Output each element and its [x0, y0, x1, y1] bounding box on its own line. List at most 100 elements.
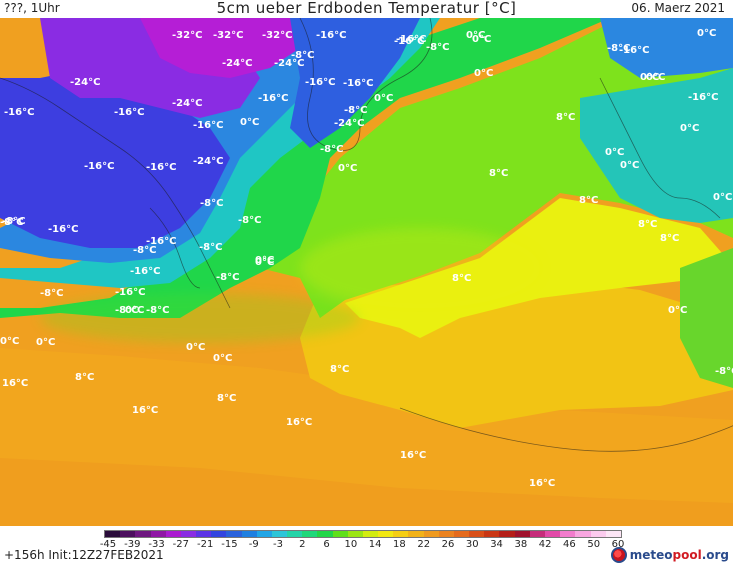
- temperature-label: -16°C: [115, 287, 145, 298]
- temperature-label: -8°C: [115, 305, 138, 316]
- colorbar-tick-label: -3: [273, 539, 283, 550]
- colorbar-segment: [529, 531, 545, 537]
- map-title: 5cm ueber Erdboden Temperatur [°C]: [216, 0, 517, 17]
- colorbar-segment: [590, 531, 606, 537]
- colorbar-segment: [165, 531, 181, 537]
- temperature-label: -8°C: [146, 305, 169, 316]
- temperature-label: 8°C: [452, 273, 471, 284]
- temperature-label: 8°C: [660, 233, 679, 244]
- zone-northeast: [580, 68, 733, 223]
- colorbar-tick-label: -15: [221, 539, 238, 550]
- zone-east-edge: [680, 248, 733, 388]
- temperature-label: -8°C: [320, 144, 343, 155]
- temperature-label: 0°C: [213, 353, 232, 364]
- init-time-label: +156h Init:12Z27FEB2021: [4, 548, 164, 562]
- colorbar-segment: [256, 531, 272, 537]
- temperature-label: 8°C: [75, 372, 94, 383]
- temperature-label: -24°C: [193, 156, 223, 167]
- coastline-scandinavia: [599, 77, 721, 219]
- coastline-greenland: [299, 18, 433, 151]
- colorbar-segment: [226, 531, 242, 537]
- colorbar-segment: [484, 531, 500, 537]
- blend-overlay: [40, 228, 540, 343]
- temperature-label: 0°C: [466, 30, 485, 41]
- temperature-label: -8°C: [344, 105, 367, 116]
- colorbar-tick-label: -45: [99, 539, 117, 550]
- temperature-label: 8°C: [556, 112, 575, 123]
- temperature-label: -32°C: [262, 30, 292, 41]
- temperature-label: -16°C: [130, 266, 160, 277]
- colorbar-segment: [241, 531, 257, 537]
- colorbar-segment: [180, 531, 197, 537]
- zone-deep-blue: [0, 68, 230, 248]
- temperature-label: -16°C: [396, 34, 426, 45]
- temperature-label: 0°C: [255, 255, 274, 266]
- temperature-label: 0°C: [255, 257, 274, 268]
- temperature-label: 8°C: [217, 393, 236, 404]
- temperature-label: -16°C: [305, 77, 335, 88]
- zone-green: [0, 18, 610, 318]
- temperature-label: 16°C: [400, 450, 426, 461]
- colorbar-segment: [514, 531, 530, 537]
- zone-magenta: [140, 18, 310, 78]
- colorbar-tick-label: 38: [514, 539, 528, 550]
- colorbar-tick-label: 26: [441, 539, 455, 550]
- temperature-label: 16°C: [2, 378, 28, 389]
- temperature-label: 16°C: [286, 417, 312, 428]
- colorbar-segment: [453, 531, 470, 537]
- temperature-label: -16°C: [4, 107, 34, 118]
- colorbar-segment: [469, 531, 485, 537]
- temperature-map: -32°C -32°C -32°C -16°C-24°C -24°C-8°C-24°C -…: [0, 18, 733, 526]
- temperature-label: 0°C: [640, 72, 659, 83]
- colorbar-segment: [135, 531, 151, 537]
- colorbar-segment: [544, 531, 561, 537]
- coastlines: [0, 18, 733, 452]
- colorbar-tick-label: 50: [587, 539, 601, 550]
- colorbar-tick-label: -9: [248, 539, 259, 550]
- colorbar-tick-label: 42: [538, 539, 552, 550]
- temperature-label: -16°C: [146, 162, 176, 173]
- meteopool-logo-text: meteopool.org: [629, 548, 729, 562]
- colorbar-tick-label: -27: [172, 539, 190, 550]
- temperature-label: -16°C: [343, 78, 373, 89]
- colorbar-segment: [302, 531, 318, 537]
- colorbar-segment: [150, 531, 166, 537]
- temperature-label: -32°C: [213, 30, 243, 41]
- temperature-label: -16°C: [193, 120, 223, 131]
- temperature-label: 0°C: [374, 93, 393, 104]
- colorbar-segment: [575, 531, 591, 537]
- temperature-label: -8°C: [0, 217, 23, 228]
- temperature-label: 0°C: [240, 117, 259, 128]
- temperature-label: -8°C: [607, 43, 630, 54]
- colorbar-segment: [393, 531, 409, 537]
- temperature-label: -16°C: [114, 107, 144, 118]
- colorbar-tick-label: 10: [344, 539, 358, 550]
- colorbar-segment: [408, 531, 424, 537]
- temperature-label: 0°C: [713, 192, 732, 203]
- temperature-label: -8°C: [2, 216, 25, 227]
- temperature-label: 8°C: [579, 195, 598, 206]
- colorbar-tick-label: 60: [611, 539, 625, 550]
- meteopool-logo[interactable]: meteopool.org: [610, 545, 729, 565]
- temperature-label: -8°C: [426, 42, 449, 53]
- temperature-label: -16°C: [688, 92, 718, 103]
- zone-warm-band: [0, 348, 733, 526]
- colorbar-tick-label: 6: [323, 539, 330, 550]
- colorbar-segment: [378, 531, 394, 537]
- colorbar-tick-label: -21: [196, 539, 214, 550]
- colorbar-segment: [105, 531, 121, 537]
- colorbar-tick-label: 18: [393, 539, 406, 550]
- colorbar-segment: [287, 531, 303, 537]
- temperature-label: -8°C: [200, 198, 223, 209]
- temperature-label: -16°C: [619, 45, 649, 56]
- colorbar-segment: [332, 531, 348, 537]
- temperature-label: 8°C: [638, 219, 657, 230]
- temperature-label: -8°C: [238, 215, 261, 226]
- colorbar-segment: [423, 531, 439, 537]
- temperature-label: -8°C: [715, 366, 733, 377]
- forecast-time-label: ???, 1Uhr: [4, 1, 60, 15]
- colorbar-segment: [560, 531, 576, 537]
- colorbar-tick-label: -39: [124, 539, 141, 550]
- colorbar-segment: [271, 531, 288, 537]
- temperature-label: -8°C: [216, 272, 239, 283]
